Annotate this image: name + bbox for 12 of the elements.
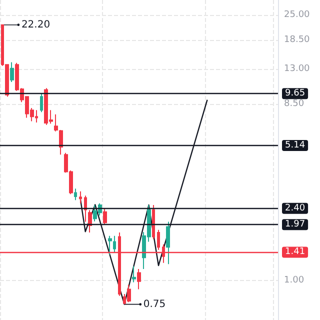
ref-line-label: 5.14: [285, 140, 306, 151]
y-tick-label: 8.50: [284, 99, 304, 110]
annotation: 22.20: [21, 19, 50, 30]
ref-line-label: 2.40: [285, 203, 306, 214]
ref-line-label: 1.41: [285, 247, 306, 258]
annotation: 0.75: [143, 298, 166, 310]
y-tick-label: 25.00: [284, 10, 310, 20]
y-tick-label: 1.00: [284, 276, 304, 286]
ref-line-label: 1.97: [285, 220, 306, 230]
ref-line-label: 9.65: [285, 88, 306, 99]
y-tick-label: 18.50: [284, 34, 310, 45]
y-tick-label: 13.00: [284, 64, 310, 74]
